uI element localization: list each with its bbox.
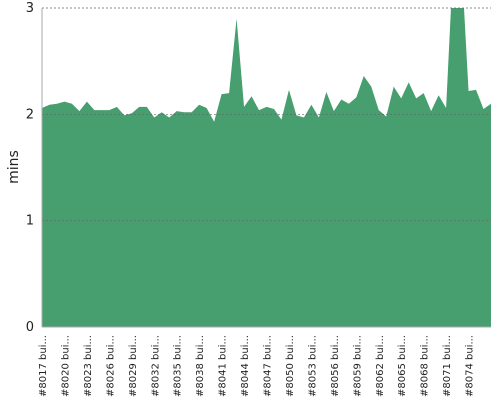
y-tick-label: 1 bbox=[26, 214, 34, 229]
x-tick-label: #8047 bui... bbox=[263, 335, 274, 397]
y-tick-label: 2 bbox=[26, 107, 34, 122]
x-tick-label: #8068 bui... bbox=[420, 335, 431, 397]
x-tick-label: #8038 bui... bbox=[195, 335, 206, 397]
x-tick-label: #8062 bui... bbox=[375, 335, 386, 397]
x-tick-label: #8071 bui... bbox=[442, 335, 453, 397]
x-tick-label: #8017 bui... bbox=[38, 335, 49, 397]
x-tick-label: #8029 bui... bbox=[128, 335, 139, 397]
x-tick-label: #8065 bui... bbox=[397, 335, 408, 397]
x-tick-label: #8035 bui... bbox=[173, 335, 184, 397]
x-tick-label: #8074 bui... bbox=[465, 335, 476, 397]
x-tick-label: #8044 bui... bbox=[240, 335, 251, 397]
y-axis-label: mins bbox=[6, 150, 22, 184]
x-tick-label: #8032 bui... bbox=[150, 335, 161, 397]
x-tick-label: #8050 bui... bbox=[285, 335, 296, 397]
x-tick-label: #8056 bui... bbox=[330, 335, 341, 397]
area bbox=[42, 8, 491, 327]
y-tick-label: 3 bbox=[26, 1, 34, 16]
x-tick-label: #8059 bui... bbox=[352, 335, 363, 397]
y-tick-label: 0 bbox=[26, 320, 34, 335]
x-tick-label: #8020 bui... bbox=[60, 335, 71, 397]
x-tick-label: #8023 bui... bbox=[83, 335, 94, 397]
x-tick-label: #8026 bui... bbox=[105, 335, 116, 397]
x-tick-label: #8053 bui... bbox=[307, 335, 318, 397]
x-tick-label: #8041 bui... bbox=[218, 335, 229, 397]
